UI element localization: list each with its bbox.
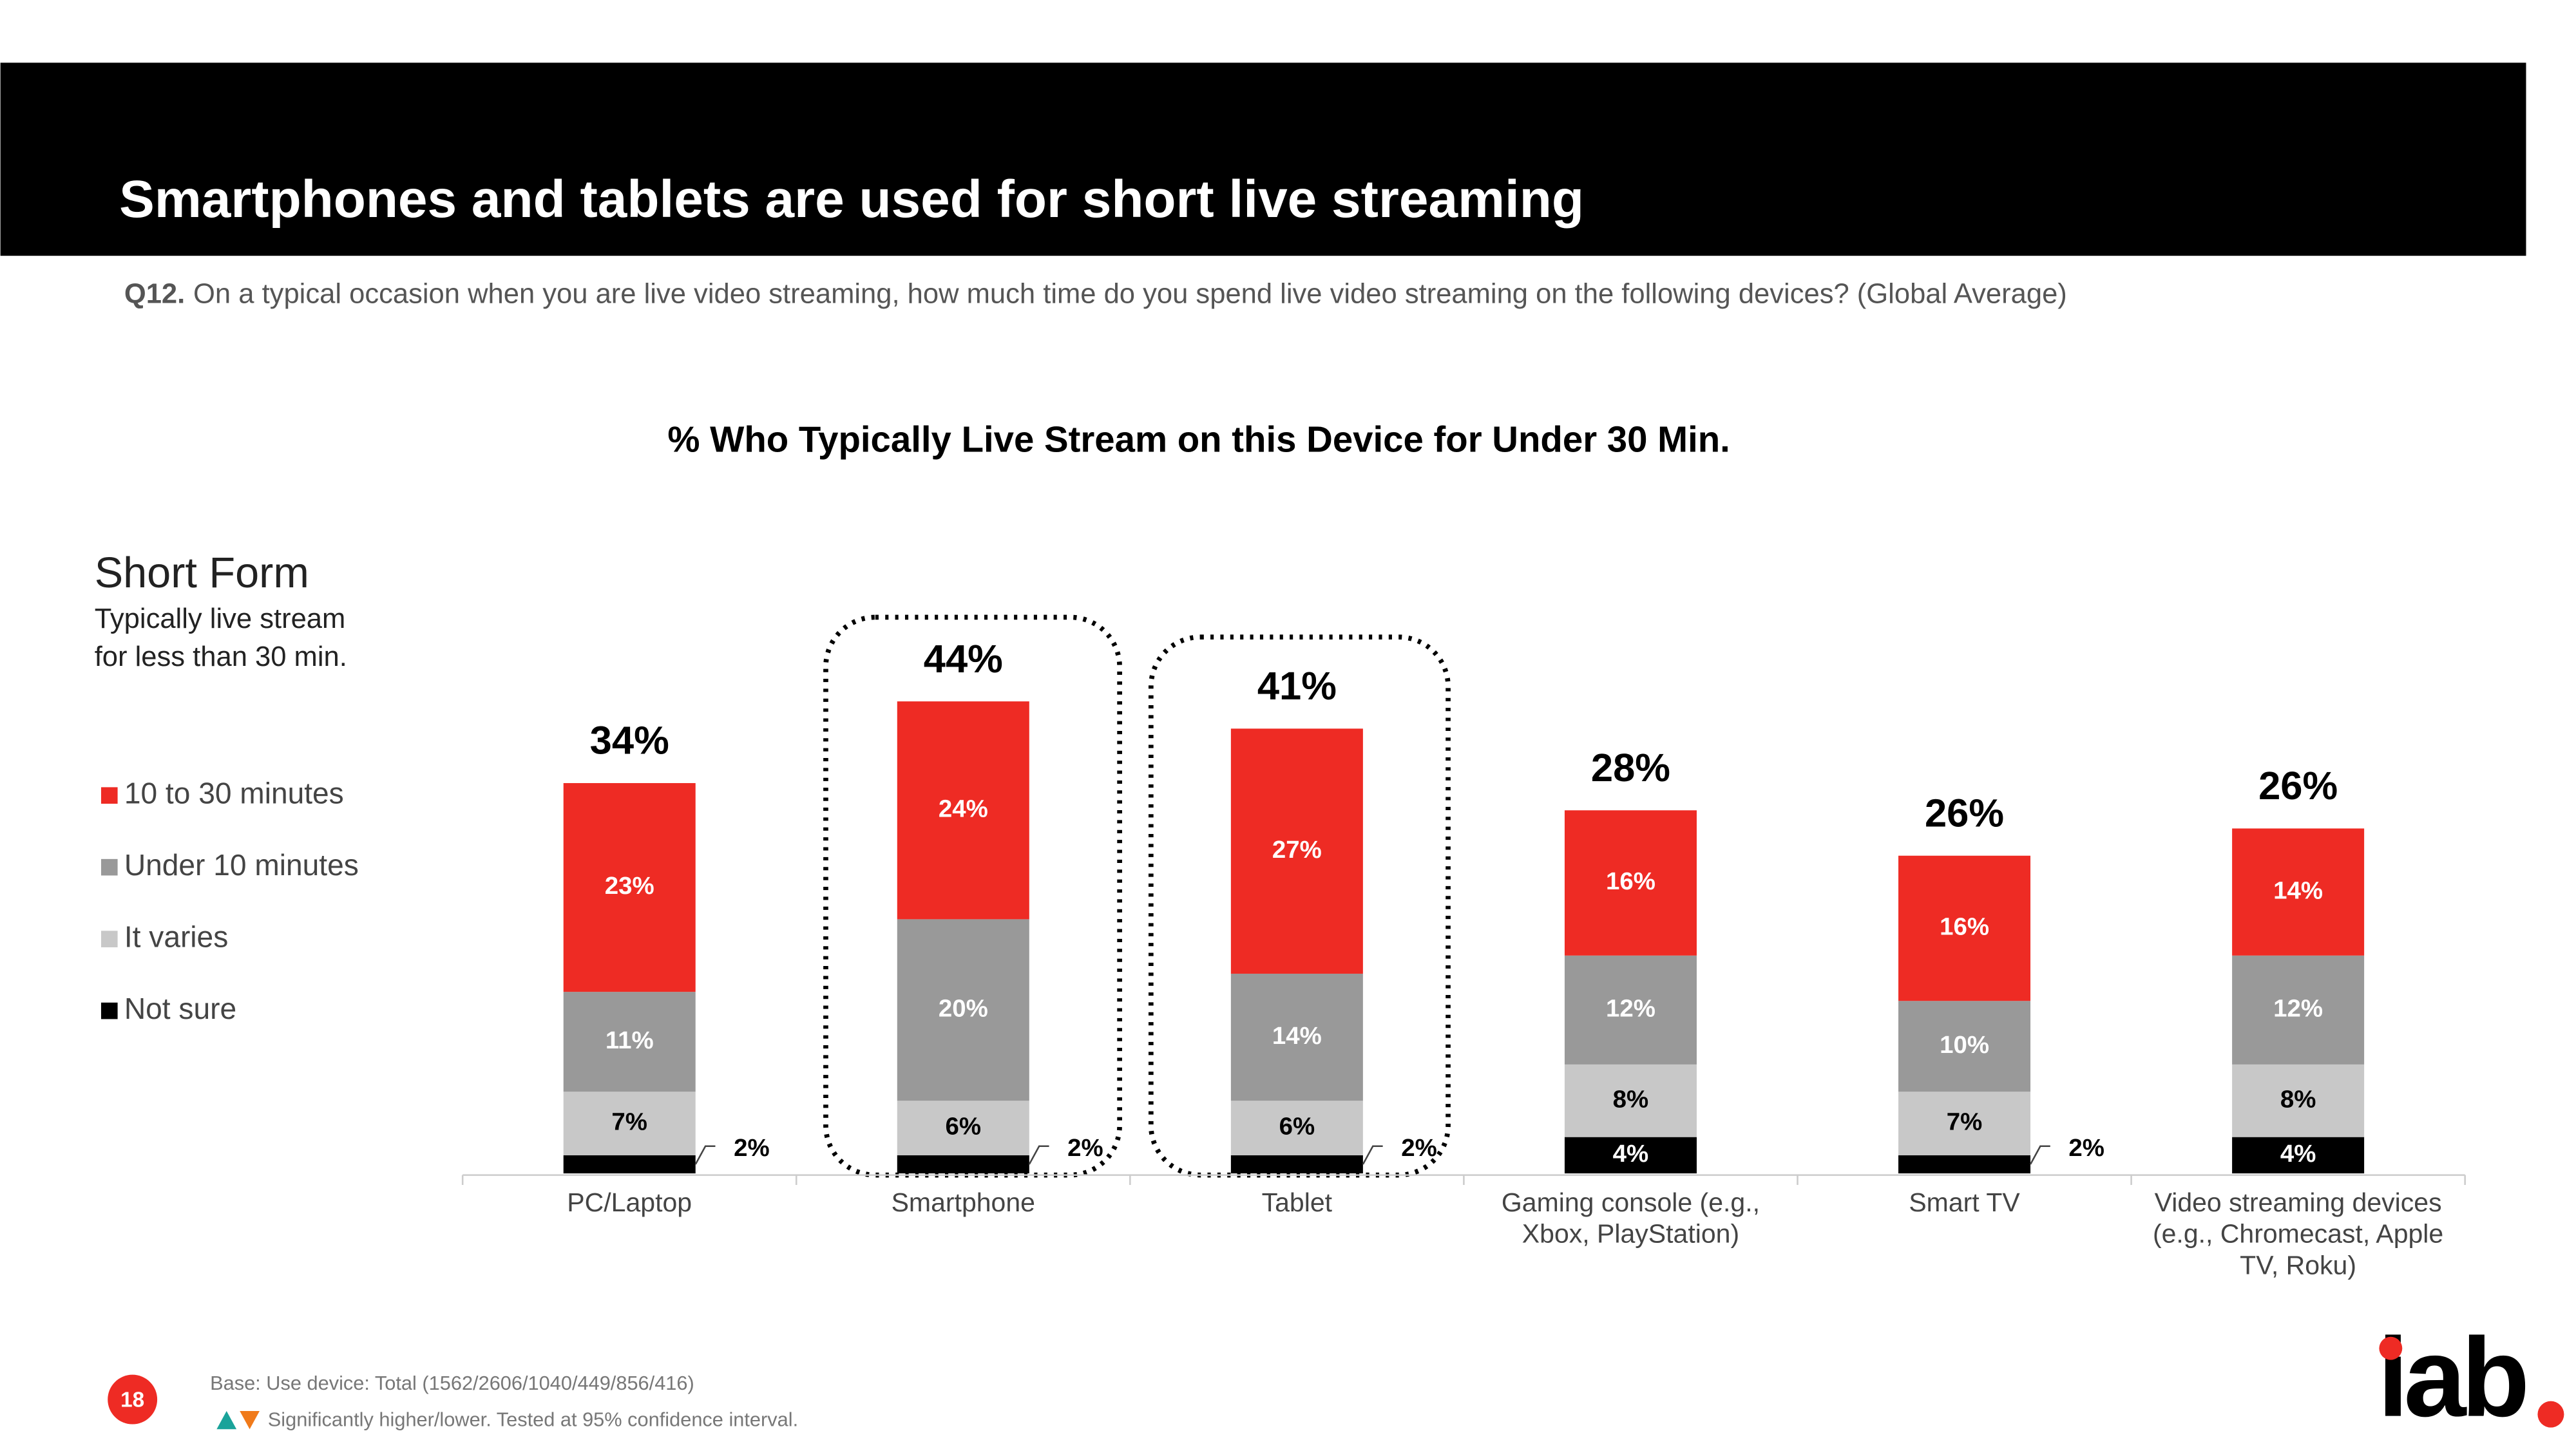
legend-label: Not sure bbox=[124, 992, 236, 1025]
bar-segment bbox=[1898, 1155, 2031, 1174]
bar-segment bbox=[2232, 955, 2365, 1065]
bar-segment bbox=[897, 1155, 1029, 1174]
data-label: 4% bbox=[2280, 1140, 2316, 1168]
bar-segment bbox=[563, 1092, 696, 1155]
leader-line bbox=[2029, 1145, 2050, 1165]
legend-swatch bbox=[100, 858, 118, 876]
x-tick-label: PC/Laptop bbox=[567, 1189, 692, 1218]
logo-dot bbox=[2537, 1401, 2564, 1428]
x-tick-label: Smartphone bbox=[891, 1189, 1035, 1218]
x-tick-label-box: Smartphone bbox=[891, 1189, 1035, 1218]
bar-segment bbox=[563, 1155, 696, 1174]
bar-segment bbox=[897, 1101, 1029, 1155]
legend-heading: Short Form bbox=[95, 549, 309, 597]
data-label: 12% bbox=[1606, 994, 1655, 1022]
data-label: 16% bbox=[1940, 913, 1989, 941]
legend-swatch bbox=[100, 787, 118, 804]
x-tick-label-box: PC/Laptop bbox=[567, 1189, 692, 1218]
total-label: 41% bbox=[1257, 664, 1337, 708]
bar-segment bbox=[1564, 1137, 1697, 1174]
data-label: 2% bbox=[2068, 1134, 2104, 1162]
bar-segment bbox=[1230, 973, 1363, 1101]
bar-segment bbox=[1898, 1092, 2031, 1155]
footer-note: Significantly higher/lower. Tested at 95… bbox=[268, 1408, 798, 1431]
legend-label: 10 to 30 minutes bbox=[124, 776, 344, 810]
leader-line bbox=[1362, 1145, 1383, 1165]
data-label: 10% bbox=[1940, 1031, 1989, 1059]
legend-swatch bbox=[100, 1002, 118, 1019]
leader-line bbox=[694, 1145, 716, 1165]
data-label: 12% bbox=[2273, 994, 2323, 1022]
question-text: On a typical occasion when you are live … bbox=[193, 278, 2067, 309]
logo-dot bbox=[2379, 1336, 2403, 1360]
bar-segment bbox=[1230, 728, 1363, 974]
data-label: 8% bbox=[2280, 1085, 2316, 1113]
total-label: 44% bbox=[924, 637, 1003, 681]
legend-subtitle: Typically live stream bbox=[95, 603, 346, 634]
bar-segment bbox=[897, 701, 1029, 920]
bar-segment bbox=[2232, 1064, 2365, 1137]
x-tick-label-box: Smart TV bbox=[1909, 1189, 2020, 1218]
legend-subtitle: for less than 30 min. bbox=[95, 641, 347, 672]
total-label: 26% bbox=[1925, 791, 2004, 835]
header-bar bbox=[0, 62, 2526, 256]
bar-segment bbox=[563, 992, 696, 1092]
footer-base: Base: Use device: Total (1562/2606/1040/… bbox=[210, 1372, 694, 1394]
data-label: 24% bbox=[939, 795, 988, 822]
bar-segment bbox=[1898, 855, 2031, 1001]
bar-segment bbox=[2232, 1137, 2365, 1174]
leader-line bbox=[1028, 1145, 1049, 1165]
x-tick-label-box: Gaming console (e.g., Xbox, PlayStation) bbox=[1501, 1189, 1760, 1249]
data-label: 2% bbox=[1401, 1134, 1437, 1162]
bar-segment bbox=[897, 919, 1029, 1101]
legend-label: It varies bbox=[124, 920, 228, 953]
data-label: 2% bbox=[734, 1134, 770, 1162]
bar-segment bbox=[2232, 828, 2365, 956]
data-label: 23% bbox=[605, 872, 654, 900]
bar-segment bbox=[1898, 1001, 2031, 1092]
data-label: 2% bbox=[1067, 1134, 1103, 1162]
x-tick-label: Video streaming devices (e.g., Chromecas… bbox=[2152, 1189, 2444, 1281]
down-icon bbox=[240, 1411, 260, 1430]
bar-segment bbox=[1564, 810, 1697, 956]
total-label: 34% bbox=[590, 719, 669, 763]
chart-title: % Who Typically Live Stream on this Devi… bbox=[667, 419, 1730, 460]
page-badge bbox=[108, 1374, 158, 1425]
x-tick-label: Gaming console (e.g., Xbox, PlayStation) bbox=[1501, 1189, 1760, 1249]
data-label: 20% bbox=[939, 994, 988, 1022]
x-tick-label-box: Video streaming devices (e.g., Chromecas… bbox=[2152, 1189, 2444, 1281]
bar-segment bbox=[1564, 1064, 1697, 1137]
total-label: 28% bbox=[1591, 746, 1670, 790]
data-label: 8% bbox=[1613, 1085, 1649, 1113]
x-tick-label-box: Tablet bbox=[1261, 1189, 1333, 1218]
page-number: 18 bbox=[120, 1388, 144, 1412]
question: Q12. On a typical occasion when you are l… bbox=[124, 278, 2067, 309]
data-label: 14% bbox=[1272, 1022, 1322, 1050]
data-label: 14% bbox=[2273, 876, 2323, 904]
slide-title: Smartphones and tablets are used for sho… bbox=[119, 170, 1584, 229]
logo: iab bbox=[2378, 1314, 2526, 1440]
total-label: 26% bbox=[2258, 764, 2338, 808]
data-label: 6% bbox=[946, 1113, 982, 1141]
data-label: 16% bbox=[1606, 867, 1655, 895]
legend-swatch bbox=[100, 931, 118, 947]
data-label: 27% bbox=[1272, 836, 1322, 864]
up-icon bbox=[216, 1411, 237, 1430]
bar-segment bbox=[1564, 955, 1697, 1065]
data-label: 7% bbox=[1947, 1108, 1983, 1136]
x-tick-label: Smart TV bbox=[1909, 1189, 2020, 1218]
data-label: 11% bbox=[606, 1027, 654, 1054]
bar-segment bbox=[1230, 1155, 1363, 1174]
bar-segment bbox=[1230, 1101, 1363, 1155]
legend-label: Under 10 minutes bbox=[124, 848, 359, 882]
data-label: 7% bbox=[611, 1108, 647, 1136]
bar-segment bbox=[563, 782, 696, 992]
question-label: Q12. bbox=[124, 278, 185, 309]
data-label: 6% bbox=[1279, 1113, 1315, 1141]
data-label: 4% bbox=[1613, 1140, 1649, 1168]
x-tick-label: Tablet bbox=[1261, 1189, 1333, 1218]
